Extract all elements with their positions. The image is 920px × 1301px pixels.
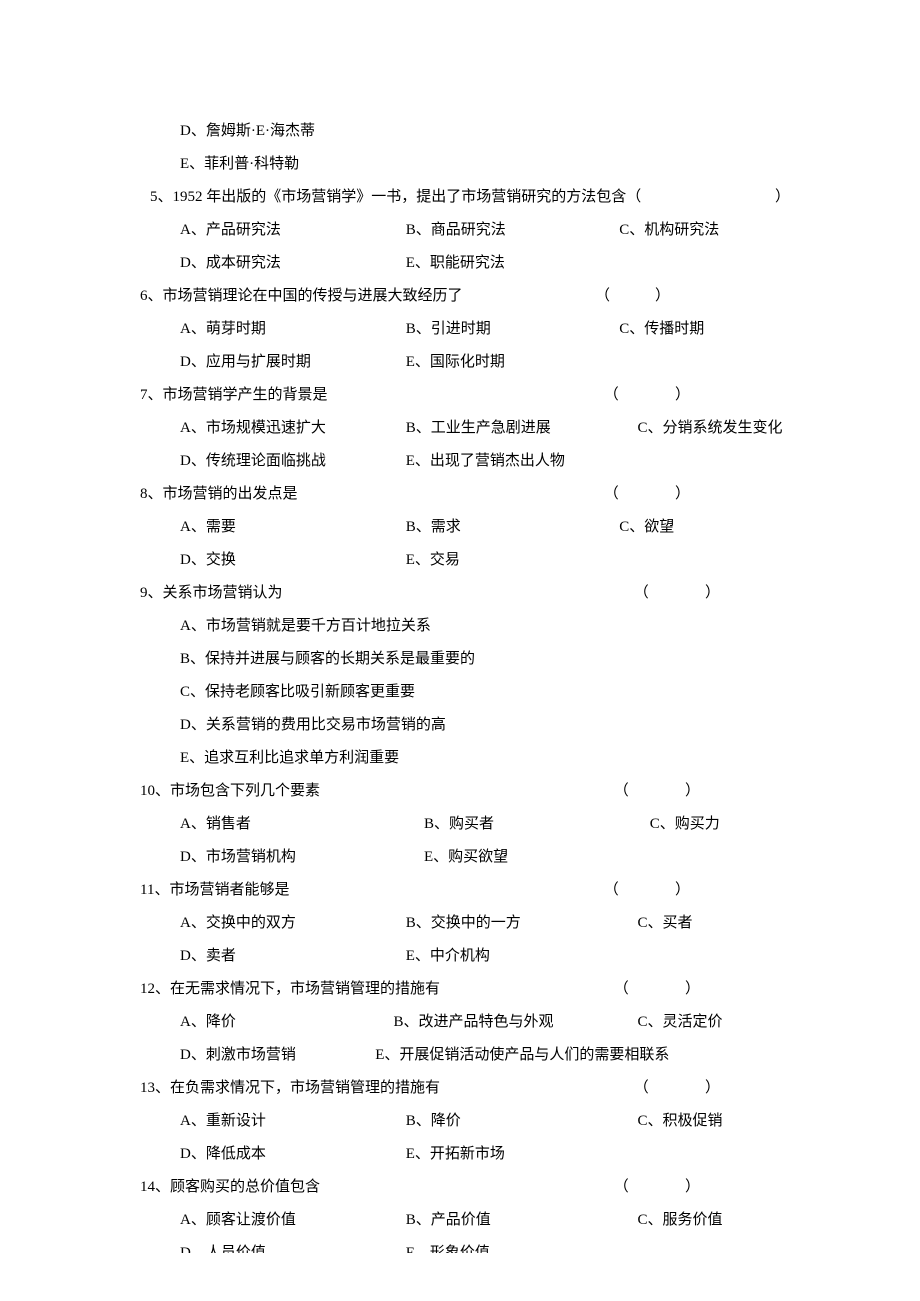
q8-paren: （ ） (604, 478, 690, 511)
q6-stem: 6、市场营销理论在中国的传授与进展大致经历了 (140, 280, 595, 313)
q8-opt-a: A、需要 (180, 511, 406, 544)
q10-opt-a: A、销售者 (180, 808, 424, 841)
q11-opt-e: E、中介机构 (406, 940, 638, 973)
q7-opt-c: C、分销系统发生变化 (637, 412, 790, 445)
q8-stem: 8、市场营销的出发点是 (140, 478, 604, 511)
q7-opt-d: D、传统理论面临挑战 (180, 445, 406, 478)
q12-opt-a: A、降价 (180, 1006, 394, 1039)
q14-opt-b: B、产品价值 (406, 1204, 638, 1237)
q14-opt-d: D、人员价值 (180, 1237, 406, 1253)
q5-opt-a: A、产品研究法 (180, 214, 406, 247)
q4-opt-d: D、詹姆斯·E·海杰蒂 (180, 115, 455, 148)
q14-opt-e: E、形象价值 (406, 1237, 638, 1253)
q9-opt-d: D、关系营销的费用比交易市场营销的高 (180, 709, 790, 742)
exam-page: D、詹姆斯·E·海杰蒂 E、菲利普·科特勒 5、1952 年出版的《市场营销学》… (0, 0, 920, 1301)
q7-options: A、市场规模迅速扩大 B、工业生产急剧进展 C、分销系统发生变化 D、传统理论面… (140, 412, 790, 478)
q8-opt-e: E、交易 (406, 544, 620, 577)
q14-options-row1: A、顾客让渡价值 B、产品价值 C、服务价值 (140, 1204, 790, 1237)
q10-opt-e: E、购买欲望 (424, 841, 650, 874)
q11-paren: （ ） (604, 874, 690, 907)
q13-stem: 13、在负需求情况下，市场营销管理的措施有 (140, 1072, 634, 1105)
q8-opt-d: D、交换 (180, 544, 406, 577)
q11-opt-c: C、买者 (637, 907, 790, 940)
q5-opt-d: D、成本研究法 (180, 247, 406, 280)
q12-opt-e: E、开展促销活动使产品与人们的需要相联系 (375, 1039, 790, 1072)
q11-stem: 11、市场营销者能够是 (140, 874, 604, 907)
q11-stem-line: 11、市场营销者能够是 （ ） (140, 874, 790, 907)
q5-opt-b: B、商品研究法 (406, 214, 620, 247)
q4-opt-e: E、菲利普·科特勒 (180, 148, 546, 181)
q14-stem: 14、顾客购买的总价值包含 (140, 1171, 614, 1204)
q14-stem-line: 14、顾客购买的总价值包含 （ ） (140, 1171, 790, 1204)
q5-options: A、产品研究法 B、商品研究法 C、机构研究法 D、成本研究法 E、职能研究法 (140, 214, 790, 280)
q7-stem-line: 7、市场营销学产生的背景是 （ ） (140, 379, 790, 412)
q7-opt-a: A、市场规模迅速扩大 (180, 412, 406, 445)
q10-stem: 10、市场包含下列几个要素 (140, 775, 614, 808)
q8-opt-b: B、需求 (406, 511, 620, 544)
q6-stem-line: 6、市场营销理论在中国的传授与进展大致经历了 （ ） (140, 280, 790, 313)
q9-stem-line: 9、关系市场营销认为 （ ） (140, 577, 790, 610)
q14-opt-c: C、服务价值 (637, 1204, 790, 1237)
q6-opt-e: E、国际化时期 (406, 346, 620, 379)
q11-opt-a: A、交换中的双方 (180, 907, 406, 940)
q11-opt-b: B、交换中的一方 (406, 907, 638, 940)
q11-options: A、交换中的双方 B、交换中的一方 C、买者 D、卖者 E、中介机构 (140, 907, 790, 973)
q6-opt-a: A、萌芽时期 (180, 313, 406, 346)
q5-paren: ） (775, 181, 790, 214)
q10-paren: （ ） (614, 775, 700, 808)
q4-options-row2: D、詹姆斯·E·海杰蒂 E、菲利普·科特勒 (140, 115, 790, 181)
q10-opt-c: C、购买力 (650, 808, 790, 841)
q9-paren: （ ） (634, 577, 720, 610)
q10-stem-line: 10、市场包含下列几个要素 （ ） (140, 775, 790, 808)
q11-opt-d: D、卖者 (180, 940, 406, 973)
q7-paren: （ ） (604, 379, 690, 412)
q10-opt-d: D、市场营销机构 (180, 841, 424, 874)
q12-stem-line: 12、在无需求情况下，市场营销管理的措施有 （ ） (140, 973, 790, 1006)
q6-opt-d: D、应用与扩展时期 (180, 346, 406, 379)
q14-options-row2: D、人员价值 E、形象价值 (140, 1237, 790, 1253)
q9-opt-a: A、市场营销就是要千方百计地拉关系 (180, 610, 790, 643)
q6-opt-c: C、传播时期 (619, 313, 790, 346)
q12-opt-b: B、改进产品特色与外观 (394, 1006, 638, 1039)
q9-options: A、市场营销就是要千方百计地拉关系 B、保持并进展与顾客的长期关系是最重要的 C… (140, 610, 790, 775)
q13-opt-d: D、降低成本 (180, 1138, 406, 1171)
q13-stem-line: 13、在负需求情况下，市场营销管理的措施有 （ ） (140, 1072, 790, 1105)
q13-opt-e: E、开拓新市场 (406, 1138, 638, 1171)
q7-opt-b: B、工业生产急剧进展 (406, 412, 638, 445)
q14-opt-a: A、顾客让渡价值 (180, 1204, 406, 1237)
q10-opt-b: B、购买者 (424, 808, 650, 841)
q12-paren: （ ） (614, 973, 700, 1006)
q9-opt-c: C、保持老顾客比吸引新顾客更重要 (180, 676, 790, 709)
q9-opt-b: B、保持并进展与顾客的长期关系是最重要的 (180, 643, 790, 676)
q7-stem: 7、市场营销学产生的背景是 (140, 379, 604, 412)
q5-opt-c: C、机构研究法 (619, 214, 790, 247)
q10-options: A、销售者 B、购买者 C、购买力 D、市场营销机构 E、购买欲望 (140, 808, 790, 874)
q6-paren: （ ） (595, 280, 670, 313)
q13-opt-b: B、降价 (406, 1105, 638, 1138)
q9-stem: 9、关系市场营销认为 (140, 577, 634, 610)
q12-opt-d: D、刺激市场营销 (180, 1039, 375, 1072)
q13-opt-c: C、积极促销 (637, 1105, 790, 1138)
q8-stem-line: 8、市场营销的出发点是 （ ） (140, 478, 790, 511)
q5-stem: 5、1952 年出版的《市场营销学》一书，提出了市场营销研究的方法包含（ (150, 181, 641, 214)
q12-options: A、降价 B、改进产品特色与外观 C、灵活定价 D、刺激市场营销 E、开展促销活… (140, 1006, 790, 1072)
q13-paren: （ ） (634, 1072, 720, 1105)
q13-opt-a: A、重新设计 (180, 1105, 406, 1138)
q8-options: A、需要 B、需求 C、欲望 D、交换 E、交易 (140, 511, 790, 577)
q13-options: A、重新设计 B、降价 C、积极促销 D、降低成本 E、开拓新市场 (140, 1105, 790, 1171)
q5-stem-line: 5、1952 年出版的《市场营销学》一书，提出了市场营销研究的方法包含（ ） (140, 181, 790, 214)
q12-opt-c: C、灵活定价 (638, 1006, 791, 1039)
q9-opt-e: E、追求互利比追求单方利润重要 (180, 742, 790, 775)
q6-options: A、萌芽时期 B、引进时期 C、传播时期 D、应用与扩展时期 E、国际化时期 (140, 313, 790, 379)
q5-opt-e: E、职能研究法 (406, 247, 620, 280)
q7-opt-e: E、出现了营销杰出人物 (406, 445, 638, 478)
q14-paren: （ ） (614, 1171, 700, 1204)
q8-opt-c: C、欲望 (619, 511, 790, 544)
q6-opt-b: B、引进时期 (406, 313, 620, 346)
q12-stem: 12、在无需求情况下，市场营销管理的措施有 (140, 973, 614, 1006)
